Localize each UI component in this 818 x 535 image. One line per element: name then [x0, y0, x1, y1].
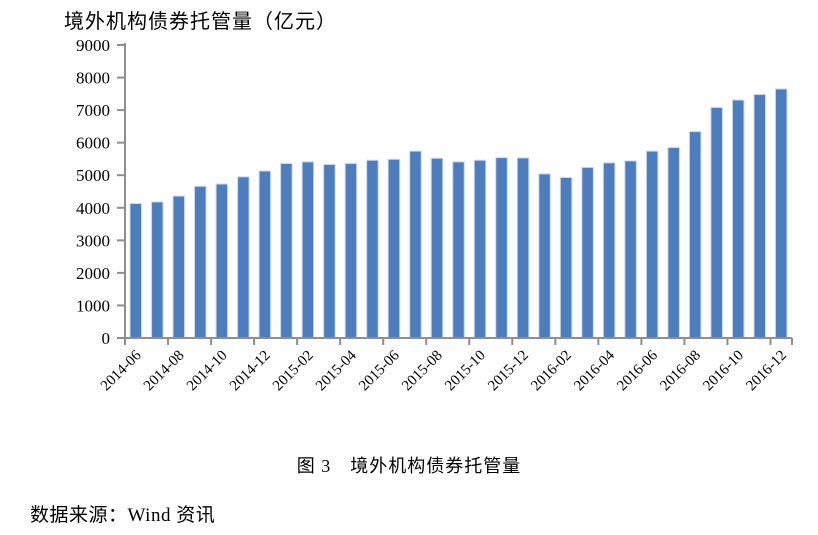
x-axis-label-2016-02: 2016-02 [528, 348, 575, 395]
y-axis-label: 7000 [76, 101, 110, 120]
bar-2016-02 [559, 177, 573, 339]
bar-2016-06 [645, 150, 659, 339]
y-axis-label: 8000 [76, 69, 110, 88]
bar-2014-10 [215, 183, 229, 339]
y-axis-label: 2000 [76, 264, 110, 283]
bar-2015-06 [387, 158, 401, 339]
y-axis-label: 1000 [76, 296, 110, 315]
x-axis-label-2015-04: 2015-04 [313, 347, 360, 394]
bar-2015-09 [452, 161, 465, 339]
x-axis-label-2014-08: 2014-08 [141, 348, 188, 395]
bar-2015-03 [323, 163, 336, 339]
y-axis-label: 5000 [76, 166, 110, 185]
bar-2015-04 [344, 163, 358, 339]
x-axis-label-2014-10: 2014-10 [184, 348, 231, 395]
bar-2014-08 [172, 195, 186, 339]
bar-2016-12 [774, 88, 788, 339]
bar-2016-03 [581, 166, 594, 339]
x-axis-label-2016-10: 2016-10 [700, 348, 747, 395]
bar-2015-05 [366, 159, 379, 339]
bar-2015-02 [301, 161, 315, 339]
bar-2016-05 [624, 160, 637, 339]
bar-2014-12 [258, 170, 272, 339]
y-axis-label: 9000 [76, 36, 110, 55]
bar-2016-11 [753, 93, 766, 339]
x-axis-label-2016-08: 2016-08 [657, 348, 704, 395]
x-axis-label-2015-06: 2015-06 [356, 347, 403, 394]
x-axis-label-2016-04: 2016-04 [571, 347, 618, 394]
bar-2016-07 [667, 147, 680, 339]
y-axis-label: 0 [102, 329, 111, 348]
bar-2015-12 [516, 157, 530, 339]
bar-2015-11 [495, 157, 508, 339]
y-axis-label: 6000 [76, 134, 110, 153]
figure-caption: 图 3 境外机构债券托管量 [296, 456, 522, 476]
bond-custody-bar-chart: 0 1000 2000 3000 4000 5000 6000 7000 8000 9000 201… [76, 36, 793, 395]
x-axis-label-2014-06: 2014-06 [98, 347, 145, 394]
bar-2015-01 [280, 163, 293, 339]
x-axis-label-2015-02: 2015-02 [270, 348, 317, 395]
y-axis-label: 4000 [76, 199, 110, 218]
y-axis-label: 3000 [76, 231, 110, 250]
bar-2014-06 [129, 203, 143, 339]
data-source-label: 数据来源：Wind 资讯 [30, 505, 216, 526]
bar-2016-01 [538, 173, 551, 339]
x-axis-label-2016-12: 2016-12 [743, 348, 790, 395]
bar-2016-10 [731, 99, 745, 339]
x-axis-label-2015-12: 2015-12 [485, 348, 532, 395]
x-axis-label-2015-10: 2015-10 [442, 348, 489, 395]
bar-2016-09 [710, 107, 723, 339]
bar-2016-08 [688, 131, 702, 339]
bar-2015-10 [473, 159, 487, 339]
bar-2015-08 [430, 157, 444, 339]
x-axis-label-2014-12: 2014-12 [227, 348, 274, 395]
chart-title: 境外机构债券托管量（亿元） [64, 11, 337, 33]
x-axis-label-2015-08: 2015-08 [399, 348, 446, 395]
bar-2015-07 [409, 150, 422, 339]
x-axis-label-2016-06: 2016-06 [614, 347, 661, 394]
bar-2014-11 [237, 176, 250, 339]
bar-2014-07 [151, 201, 164, 339]
bar-2014-09 [194, 185, 207, 339]
bar-2016-04 [602, 162, 616, 339]
